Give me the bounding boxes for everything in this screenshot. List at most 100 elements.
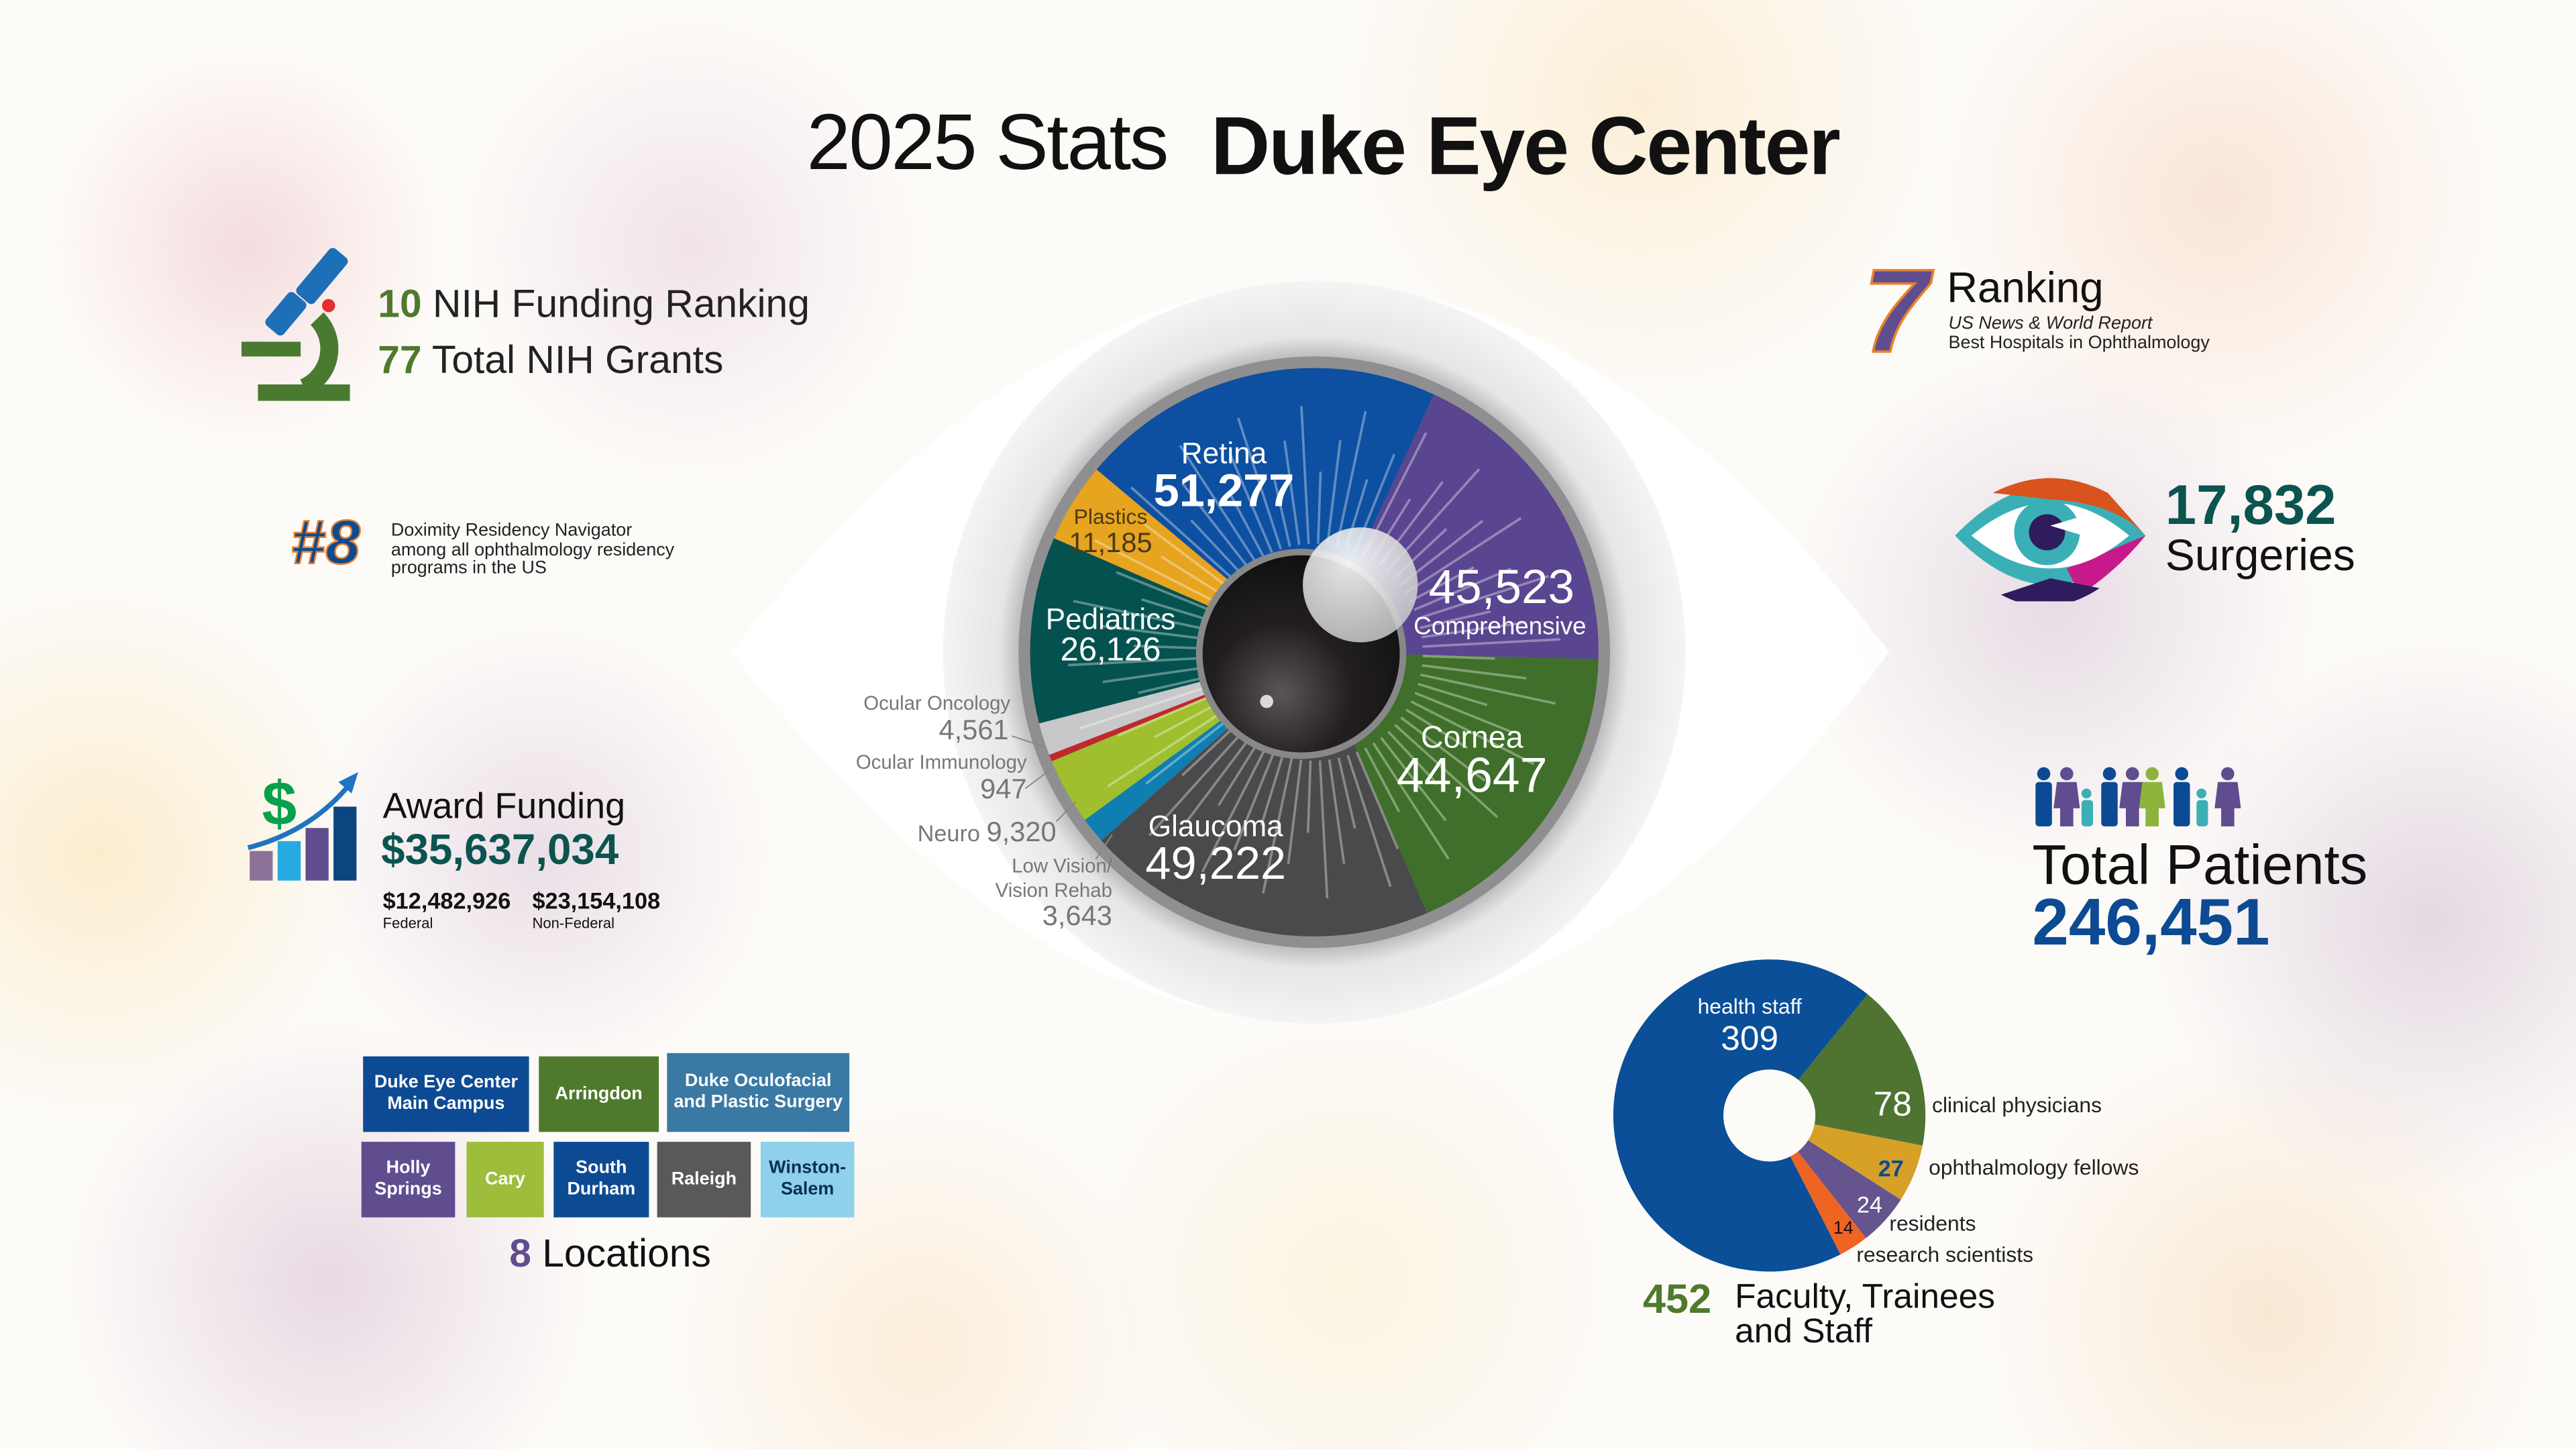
- iris-ray: [1346, 755, 1392, 888]
- iris-ray: [1181, 483, 1249, 568]
- nih-grants: 77 Total NIH Grants: [378, 338, 723, 384]
- eye-slice-cornea: [1314, 652, 1599, 914]
- iris-ray: [1394, 724, 1499, 818]
- iris-ray: [1272, 476, 1291, 547]
- iris-ray: [1228, 492, 1265, 557]
- iris-ray: [1404, 517, 1522, 594]
- slice-label-ocular-immunology: Ocular Immunology: [855, 751, 1027, 774]
- location-holly-springs: Holly Springs: [361, 1142, 455, 1218]
- svg-text:$: $: [262, 768, 297, 838]
- locations-count-value: 8: [509, 1232, 531, 1277]
- iris-ray: [1413, 568, 1511, 611]
- funding-federal: $12,482,926: [382, 887, 511, 914]
- staff-total-label-2: and Staff: [1735, 1312, 1873, 1351]
- iris-ray: [1154, 702, 1220, 739]
- iris-ray: [1107, 710, 1224, 788]
- slice-value-comprehensive: 45,523: [1428, 561, 1575, 614]
- iris-ray: [1421, 664, 1527, 680]
- funding-nonfederal: $23,154,108: [532, 887, 661, 914]
- eye-highlight: [1303, 527, 1418, 643]
- staff-slice-health-staff: [1613, 959, 1868, 1272]
- iris-ray: [1326, 440, 1342, 545]
- iris-ray: [1287, 759, 1303, 865]
- people-family-icon: [2035, 767, 2241, 826]
- iris-ray: [1185, 738, 1250, 824]
- iris-ray: [1387, 731, 1439, 786]
- location-raleigh: Raleigh: [657, 1142, 751, 1218]
- iris-ray: [1260, 755, 1284, 826]
- location-cary: Cary: [466, 1142, 544, 1218]
- iris-ray: [1145, 718, 1230, 785]
- iris-ray: [1409, 566, 1474, 602]
- iris-ray: [1364, 747, 1401, 812]
- iris-ray: [1400, 716, 1486, 782]
- nih-grants-value: 77: [378, 338, 422, 383]
- iris-ray: [1142, 523, 1229, 588]
- iris-ray: [1201, 748, 1267, 873]
- iris-ray: [1337, 757, 1356, 829]
- iris-ray: [1179, 445, 1256, 562]
- nih-grants-label: Total NIH Grants: [431, 338, 724, 383]
- staff-slice-research-scientists: [1790, 1151, 1866, 1254]
- slice-label-comprehensive: Comprehensive: [1413, 612, 1587, 641]
- funding-growth-icon: $: [247, 768, 358, 881]
- funding-nonfederal-label: Non-Federal: [532, 915, 615, 932]
- slice-label-low-vision-1: Low Vision/: [1012, 854, 1112, 877]
- slice-label-neuro: Neuro: [917, 820, 980, 847]
- staff-label-fellows: ophthalmology fellows: [1929, 1155, 2139, 1180]
- staff-label-physicians: clinical physicians: [1932, 1092, 2102, 1118]
- iris-ray: [1328, 759, 1346, 864]
- slice-label-low-vision-2: Vision Rehab: [995, 879, 1112, 902]
- doximity-line-2: among all ophthalmology residency: [390, 539, 675, 559]
- iris-ray: [1419, 610, 1491, 629]
- nih-ranking: 10 NIH Funding Ranking: [378, 282, 810, 329]
- staff-total-label: Faculty, Trainees and Staff: [1735, 1280, 1995, 1349]
- slice-value-low-vision: 3,643: [1042, 900, 1112, 932]
- iris-ray: [1102, 665, 1208, 684]
- iris-ray: [1148, 732, 1243, 837]
- slice-value-glaucoma: 49,222: [1145, 837, 1287, 889]
- iris-ray: [1355, 751, 1399, 850]
- iris-ray: [1116, 571, 1215, 613]
- iris-ray: [1417, 574, 1550, 621]
- iris-ray: [1138, 675, 1210, 694]
- surgeries-value: 17,832: [2165, 474, 2337, 537]
- iris-ray: [1181, 725, 1236, 777]
- iris-ray: [1262, 757, 1293, 894]
- iris-ray: [1405, 708, 1468, 749]
- patients-label: Total Patients: [2032, 835, 2368, 898]
- slice-value-neuro: 9,320: [986, 816, 1057, 848]
- location-south-durham: South Durham: [553, 1142, 649, 1218]
- iris-ray: [1160, 555, 1224, 596]
- iris-ray: [1094, 539, 1219, 604]
- staff-value-fellows: 27: [1878, 1155, 1904, 1181]
- iris-ray: [1233, 752, 1275, 851]
- title-org: Duke Eye Center: [1210, 100, 1841, 193]
- staff-label-residents: residents: [1889, 1210, 1976, 1236]
- iris-ray: [1419, 674, 1556, 705]
- doximity-rank: #8: [290, 508, 361, 579]
- slice-label-plastics: Plastics: [1073, 504, 1148, 529]
- slice-value-cornea: 44,647: [1396, 749, 1548, 804]
- iris-ray: [1230, 455, 1273, 553]
- eye-slice-glaucoma: [1101, 652, 1428, 936]
- title-year: 2025 Stats: [806, 100, 1169, 188]
- staff-slice-residents: [1798, 1140, 1901, 1238]
- location-arringdon: Arringdon: [539, 1056, 659, 1132]
- slice-value-pediatrics: 26,126: [1060, 632, 1161, 669]
- iris-ray: [1380, 737, 1447, 822]
- iris-ray: [1421, 621, 1526, 639]
- staff-value-residents: 24: [1856, 1191, 1883, 1218]
- usnews-source: US News & World Report: [1948, 313, 2153, 334]
- slice-label-ocular-oncology: Ocular Oncology: [863, 692, 1011, 715]
- slice-value-retina: 51,277: [1153, 465, 1295, 516]
- location-winston-salem: Winston-Salem: [760, 1142, 855, 1218]
- funding-label: Award Funding: [382, 785, 626, 826]
- eye-logo-icon: [1955, 478, 2146, 602]
- doximity-desc: Doximity Residency Navigator among all o…: [390, 522, 675, 579]
- staff-slice-ophthalmology-fellows: [1808, 1124, 1923, 1200]
- iris-ray: [1141, 598, 1212, 622]
- iris-ray: [1318, 760, 1329, 899]
